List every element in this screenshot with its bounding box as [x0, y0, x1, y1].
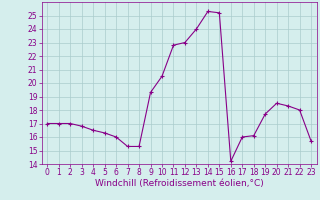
- X-axis label: Windchill (Refroidissement éolien,°C): Windchill (Refroidissement éolien,°C): [95, 179, 264, 188]
